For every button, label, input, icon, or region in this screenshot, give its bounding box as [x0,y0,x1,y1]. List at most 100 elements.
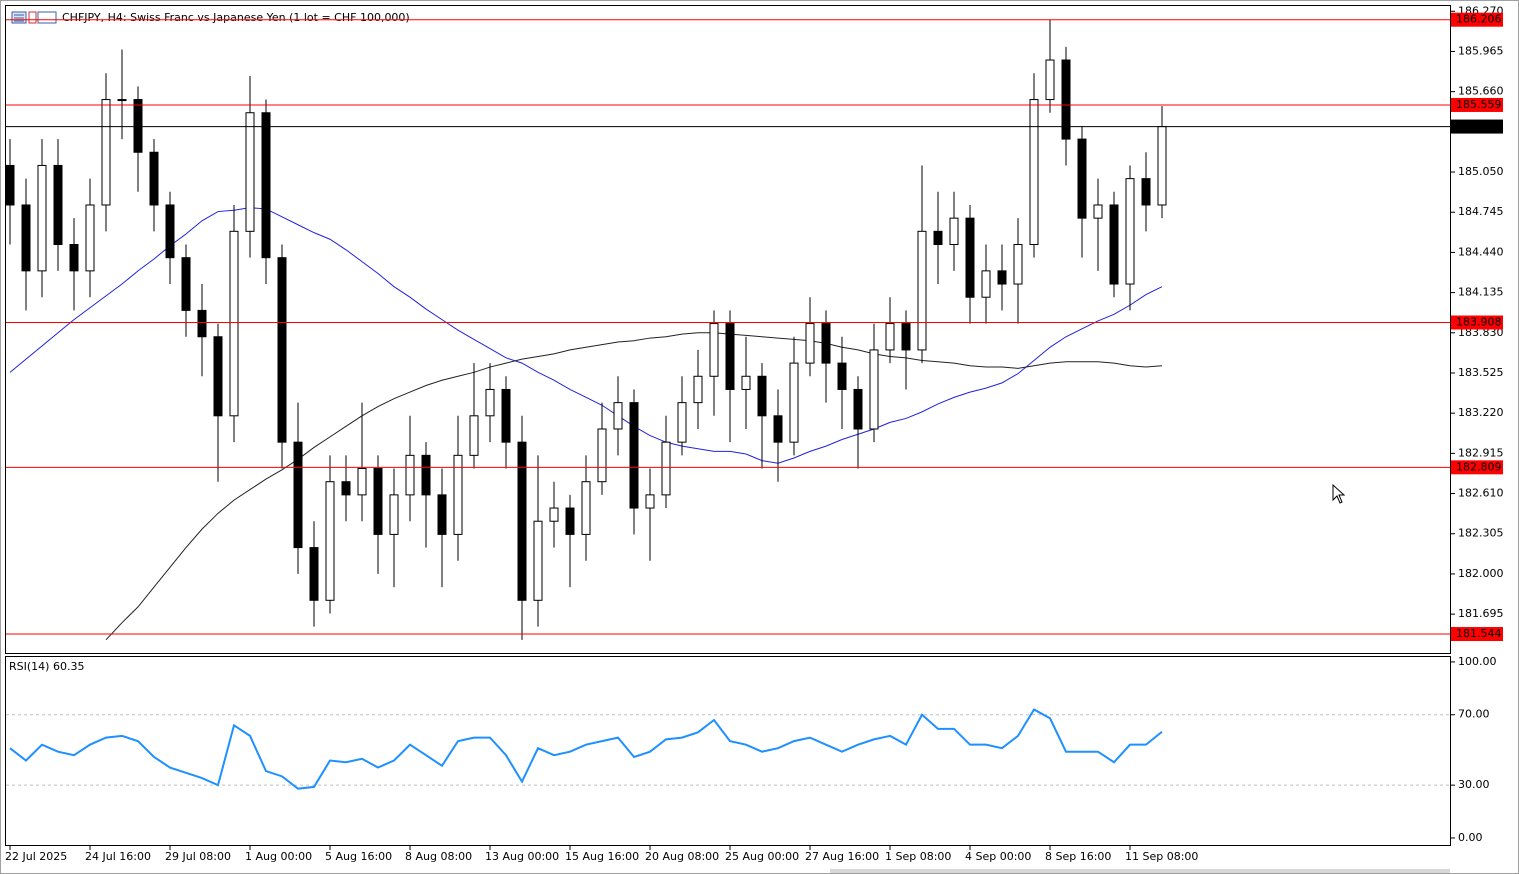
x-tick-label: 1 Aug 00:00 [245,850,312,863]
candle-body [325,481,335,601]
candle-body [405,454,415,496]
candle-body [709,323,719,377]
candle-body [613,402,623,430]
candle-body [1077,138,1087,219]
x-tick-label: 15 Aug 16:00 [565,850,639,863]
candle-body [917,230,927,351]
x-tick-label: 11 Sep 08:00 [1125,850,1198,863]
candle-body [197,309,207,338]
candle-body [725,323,735,390]
candle-body [309,547,319,601]
x-tick-label: 27 Aug 16:00 [805,850,879,863]
candle-body [901,323,911,351]
candle-body [453,454,463,535]
candle-body [69,244,79,272]
candle-body [1061,59,1071,140]
x-tick-label: 8 Aug 08:00 [405,850,472,863]
candle-body [821,323,831,364]
candle-body [757,375,767,417]
candle-body [245,112,255,232]
chart-title: CHFJPY, H4: Swiss Franc vs Japanese Yen … [62,11,410,24]
x-tick-label: 22 Jul 2025 [5,850,67,863]
price-level-box [1451,119,1503,134]
price-level-label: 182.809 [1456,460,1502,473]
candle-body [581,481,591,535]
candle-body [261,112,271,259]
candle-body [1045,59,1055,101]
x-tick-label: 29 Jul 08:00 [165,850,231,863]
price-level-box [1451,12,1503,27]
candle-body [597,428,607,483]
candle-body [965,217,975,298]
moving-average [105,332,1163,641]
candle-body [421,454,431,496]
title-icons [11,11,57,24]
candle-body [1125,178,1135,285]
price-level-label: 183.908 [1456,316,1502,329]
candle-body [1157,126,1167,206]
y-tick-label: 0.00 [1458,831,1483,844]
y-tick-label: 30.00 [1458,778,1490,791]
rsi-panel [5,656,1451,846]
candle-body [165,204,175,259]
candle-body [1013,244,1023,285]
candle-body [565,507,575,535]
candle-body [133,99,143,153]
x-tick-label: 25 Aug 00:00 [725,850,799,863]
candle-body [85,204,95,272]
candle-body [229,230,239,417]
mouse-cursor [1332,483,1346,504]
y-tick-label: 184.135 [1458,286,1504,299]
candle-body [693,375,703,404]
x-tick-label: 8 Sep 16:00 [1045,850,1111,863]
candle-body [117,99,127,102]
y-tick-label: 181.695 [1458,607,1504,620]
candle-body [5,164,15,206]
candle-body [741,375,751,390]
x-tick-label: 24 Jul 16:00 [85,850,151,863]
y-tick-label: 100.00 [1458,655,1497,668]
candle-body [533,520,543,601]
y-tick-label: 185.050 [1458,165,1504,178]
y-tick-label: 70.00 [1458,708,1490,721]
candle-body [181,257,191,311]
price-level-label: 181.544 [1456,627,1502,640]
price-level-box [1451,315,1503,330]
candle-body [277,257,287,443]
y-tick-label: 184.440 [1458,245,1504,258]
candle-body [1141,178,1151,206]
price-level-label: 186.206 [1456,13,1502,26]
candle-body [341,481,351,496]
candle-body [837,362,847,390]
candle-body [1109,204,1119,285]
candle-body [997,270,1007,285]
candle-body [149,151,159,206]
candle-body [357,468,367,496]
y-tick-label: 183.525 [1458,366,1504,379]
candle-body [805,323,815,364]
candle-body [981,270,991,298]
candle-body [437,494,447,535]
y-tick-label: 184.745 [1458,205,1504,218]
candle-body [661,441,671,496]
candle-body [629,402,639,509]
scrollbar[interactable] [830,869,1450,873]
candle-body [53,164,63,246]
x-tick-label: 5 Aug 16:00 [325,850,392,863]
candle-body [789,362,799,443]
candle-body [869,349,879,430]
candle-body [373,468,383,535]
moving-average [9,207,1163,464]
candle-body [21,204,31,272]
candle-body [853,388,863,430]
candle-body [1093,204,1103,219]
y-tick-label: 182.305 [1458,527,1504,540]
candle-body [645,494,655,509]
candle-body [885,323,895,351]
candle-body [101,99,111,206]
candle-body [677,402,687,443]
x-tick-label: 20 Aug 08:00 [645,850,719,863]
candle-body [469,415,479,456]
y-tick-label: 183.220 [1458,406,1504,419]
